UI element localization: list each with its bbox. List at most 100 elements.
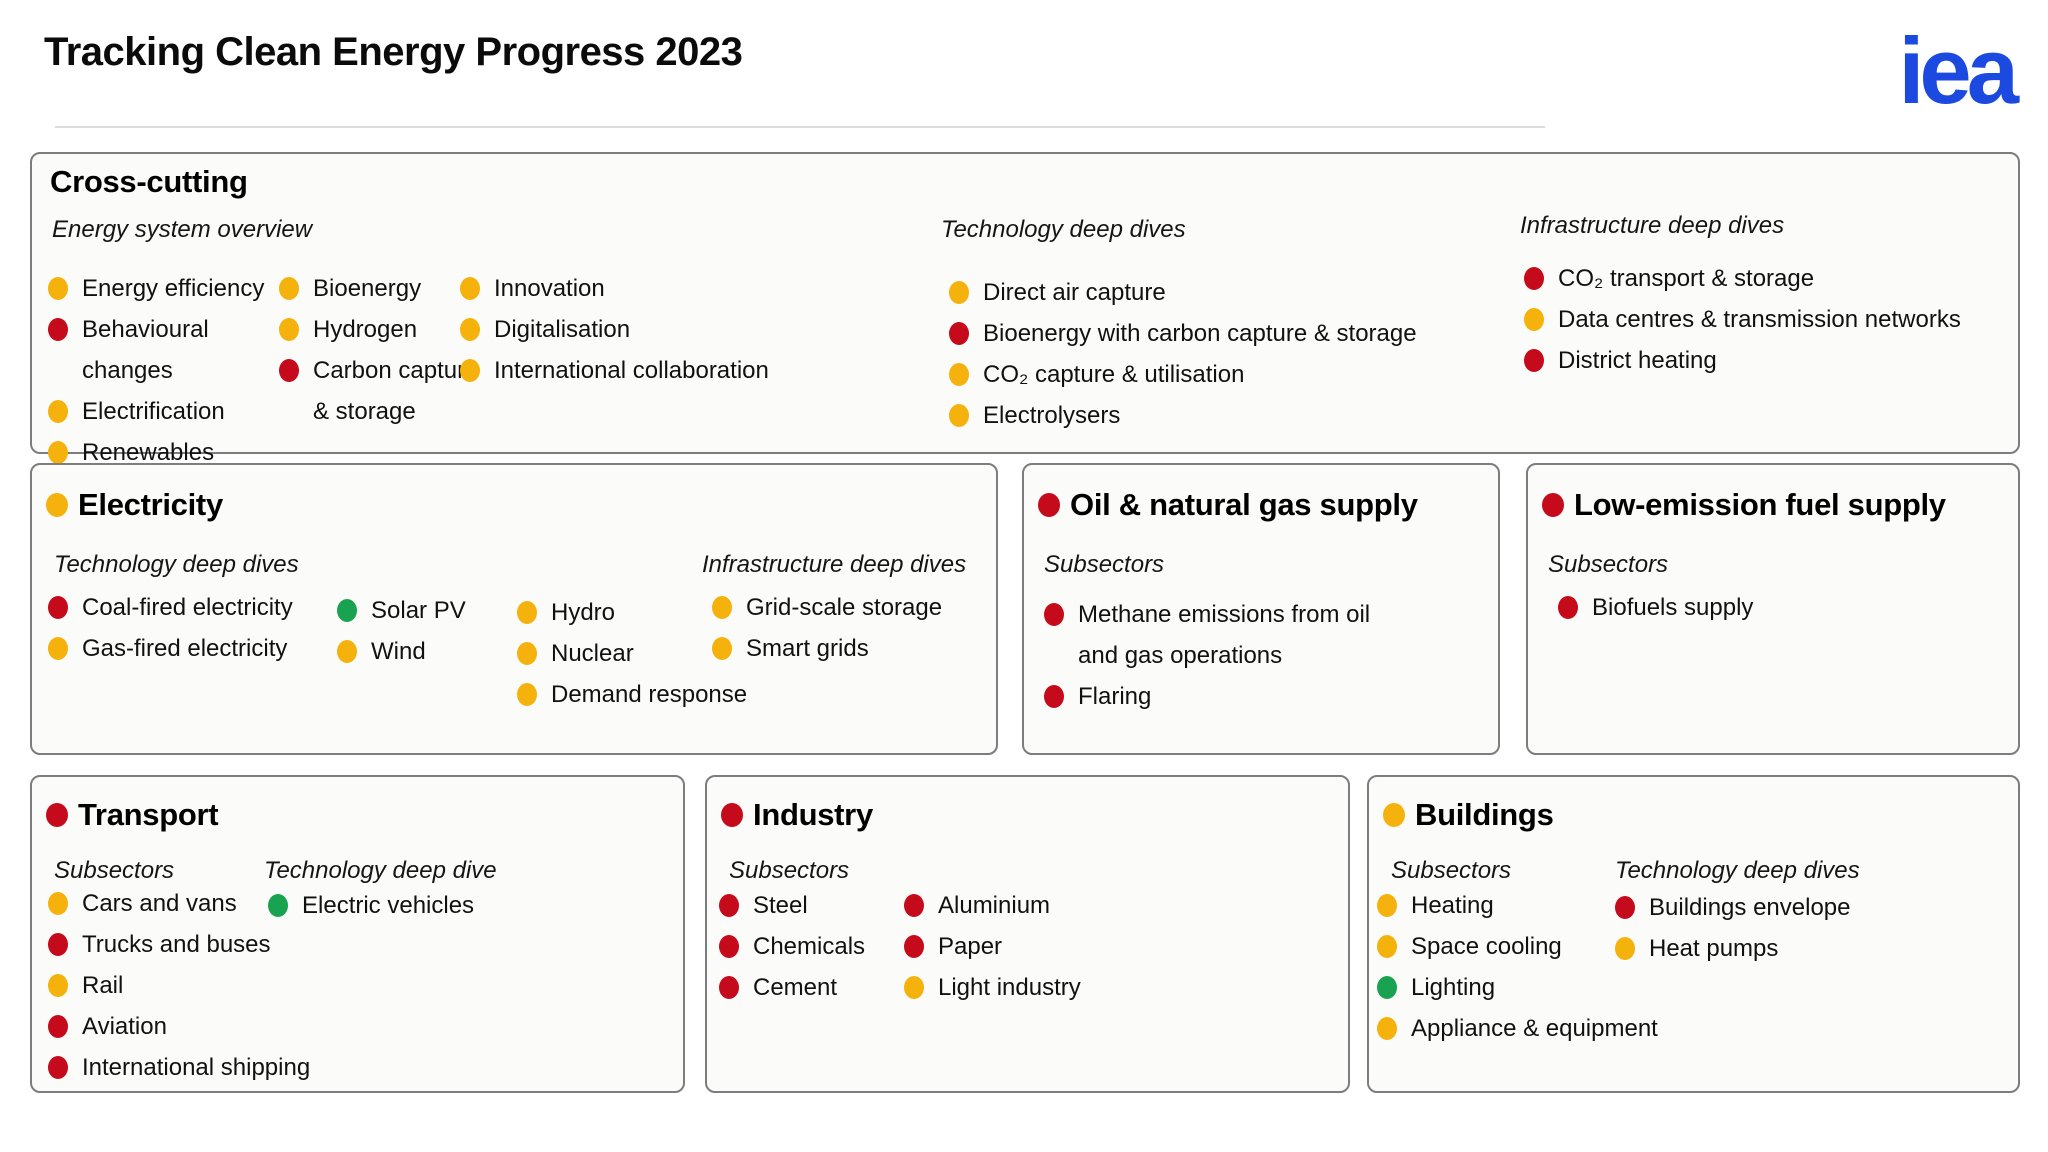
section-title: Oil & natural gas supply (1070, 487, 1418, 522)
status-dot-red (1615, 896, 1635, 919)
status-item: Aluminium (904, 885, 1224, 926)
section-title: Transport (78, 797, 219, 832)
section-status-dot-red (46, 803, 68, 827)
status-dot-red (48, 933, 68, 956)
status-item: Renewables (48, 432, 278, 473)
group-label: Subsectors (1548, 551, 1669, 578)
item-label: Light industry (938, 974, 1081, 1001)
group-label: Infrastructure deep dives (702, 551, 967, 578)
status-item: Bioenergy (279, 268, 497, 309)
status-dot-yellow (48, 441, 68, 464)
item-label: Gas-fired electricity (82, 635, 288, 662)
group-label: Subsectors (54, 857, 175, 884)
section-buildings: Buildings Subsectors Technology deep div… (1367, 775, 2020, 1093)
status-dot-red (904, 935, 924, 958)
status-dot-yellow (949, 363, 969, 386)
status-item: International collaboration (460, 350, 810, 391)
item-label: Behavioural changes (82, 316, 209, 384)
status-dot-yellow (904, 976, 924, 999)
item-label: CO₂ capture & utilisation (983, 361, 1245, 388)
status-item: Nuclear (517, 633, 807, 674)
item-label: Electrolysers (983, 402, 1121, 429)
item-label: Energy efficiency (82, 275, 265, 302)
status-item: Carbon capture & storage (279, 350, 497, 432)
status-item: Innovation (460, 268, 810, 309)
status-item: Lighting (1377, 967, 1707, 1008)
status-dot-red (48, 596, 68, 619)
status-dot-red (1558, 596, 1578, 619)
section-industry: Industry Subsectors Steel Chemicals Cement… (705, 775, 1350, 1093)
status-dot-red (48, 1015, 68, 1038)
status-item: Direct air capture (949, 272, 1509, 313)
status-item: International shipping (48, 1047, 348, 1088)
section-status-dot-red (721, 803, 743, 827)
status-dot-yellow (949, 404, 969, 427)
section-electricity: Electricity Technology deep dives Infras… (30, 463, 998, 755)
status-item: Hydro (517, 592, 807, 633)
group-label: Subsectors (1044, 551, 1165, 578)
status-item: Solar PV (337, 590, 522, 631)
status-item: Coal-fired electricity (48, 587, 338, 628)
status-dot-yellow (712, 596, 732, 619)
status-item: CO₂ capture & utilisation (949, 354, 1509, 395)
item-list: Direct air capture Bioenergy with carbon … (949, 272, 1509, 436)
item-list: Cars and vans Trucks and buses Rail Aviatio… (48, 883, 348, 1088)
item-label: Digitalisation (494, 316, 631, 343)
section-low-emission-fuel: Low-emission fuel supply Subsectors Biof… (1526, 463, 2020, 755)
item-list: Coal-fired electricity Gas-fired electric… (48, 587, 338, 669)
status-dot-red (48, 318, 68, 341)
section-title: Cross-cutting (50, 164, 248, 199)
status-dot-green (337, 599, 357, 622)
status-dot-red (719, 894, 739, 917)
title-divider (55, 126, 1545, 128)
status-item: Rail (48, 965, 348, 1006)
status-item: Buildings envelope (1615, 887, 1955, 928)
status-dot-red (949, 322, 969, 345)
item-label: Biofuels supply (1592, 594, 1754, 621)
item-label: Wind (371, 638, 426, 665)
item-label: Renewables (82, 439, 215, 466)
item-label: Space cooling (1411, 933, 1562, 960)
item-label: Aluminium (938, 892, 1051, 919)
status-item: Biofuels supply (1558, 587, 1898, 628)
status-item: CO₂ transport & storage (1524, 258, 2029, 299)
status-dot-red (1044, 685, 1064, 708)
section-title: Industry (753, 797, 873, 832)
status-dot-red (719, 976, 739, 999)
status-dot-yellow (460, 318, 480, 341)
item-label: District heating (1558, 347, 1717, 374)
item-list: Heating Space cooling Lighting Appliance & … (1377, 885, 1707, 1049)
status-item: Energy efficiency (48, 268, 278, 309)
status-dot-yellow (337, 640, 357, 663)
status-item: Electrification (48, 391, 278, 432)
status-item: Bioenergy with carbon capture & storage (949, 313, 1509, 354)
item-list: Steel Chemicals Cement (719, 885, 899, 1008)
status-dot-yellow (48, 400, 68, 423)
section-status-dot-red (1038, 493, 1060, 517)
item-label: Nuclear (551, 640, 634, 667)
status-dot-yellow (1377, 894, 1397, 917)
item-label: Smart grids (746, 635, 869, 662)
status-item: Steel (719, 885, 899, 926)
item-label: Steel (753, 892, 808, 919)
status-dot-yellow (712, 637, 732, 660)
item-label: CO₂ transport & storage (1558, 265, 1815, 292)
status-item: Chemicals (719, 926, 899, 967)
page-title: Tracking Clean Energy Progress 2023 (44, 30, 743, 74)
item-list: Bioenergy Hydrogen Carbon capture & storag… (279, 268, 497, 432)
section-title: Low-emission fuel supply (1574, 487, 1946, 522)
item-label: Lighting (1411, 974, 1496, 1001)
status-dot-yellow (1524, 308, 1544, 331)
section-title: Buildings (1415, 797, 1554, 832)
status-dot-yellow (279, 277, 299, 300)
item-label: International collaboration (494, 357, 769, 384)
status-dot-yellow (517, 642, 537, 665)
group-label: Energy system overview (52, 216, 313, 243)
item-label: Innovation (494, 275, 605, 302)
status-dot-yellow (460, 277, 480, 300)
status-item: Light industry (904, 967, 1224, 1008)
group-label: Technology deep dives (54, 551, 299, 578)
section-status-dot-red (1542, 493, 1564, 517)
status-item: Hydrogen (279, 309, 497, 350)
group-label: Technology deep dives (1615, 857, 1860, 884)
